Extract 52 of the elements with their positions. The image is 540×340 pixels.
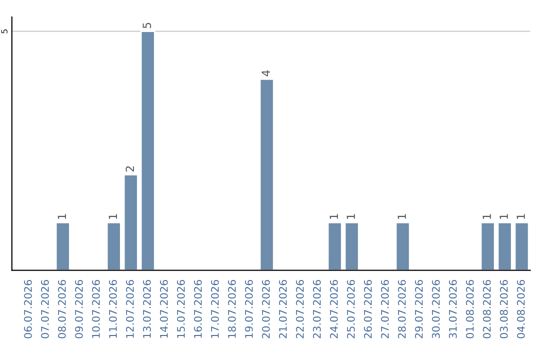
bar — [55, 222, 70, 270]
data-label: 1 — [346, 214, 355, 219]
x-tick-label: 26.07.2026 — [364, 280, 372, 338]
bar — [497, 222, 512, 270]
bar — [123, 174, 138, 270]
data-label: 2 — [126, 166, 134, 172]
data-label: 5 — [142, 22, 152, 28]
x-tick-label: 07.07.2026 — [41, 280, 49, 338]
x-tick-label: 25.07.2026 — [346, 280, 355, 338]
data-label: 1 — [482, 214, 491, 219]
x-tick-label: 29.07.2026 — [414, 280, 423, 338]
x-tick-label: 03.08.2026 — [500, 280, 508, 338]
x-tick-label: 04.08.2026 — [516, 280, 525, 338]
x-tick-label: 16.07.2026 — [194, 280, 202, 338]
data-label: 1 — [330, 214, 338, 219]
x-tick-label: 09.07.2026 — [75, 280, 83, 338]
x-tick-label: 01.08.2026 — [466, 280, 474, 338]
bar — [259, 78, 274, 270]
x-tick-label: 30.07.2026 — [432, 280, 440, 338]
bar — [514, 222, 530, 270]
bar — [327, 222, 342, 270]
data-label: 1 — [108, 214, 117, 219]
x-tick-label: 22.07.2026 — [296, 280, 304, 338]
x-tick-label: 08.07.2026 — [58, 280, 66, 338]
bar — [140, 30, 156, 270]
data-label: 4 — [262, 70, 270, 76]
x-tick-label: 15.07.2026 — [176, 280, 185, 338]
bar — [395, 222, 410, 270]
x-tick-label: 13.07.2026 — [142, 280, 151, 338]
x-tick-label: 18.07.2026 — [228, 280, 236, 338]
x-tick-label: 23.07.2026 — [312, 280, 321, 338]
x-tick-label: 02.08.2026 — [482, 280, 491, 338]
x-tick-label: 14.07.2026 — [160, 280, 168, 338]
data-label: 1 — [516, 214, 525, 219]
data-label: 1 — [398, 214, 406, 219]
x-tick-label: 12.07.2026 — [126, 280, 134, 338]
x-tick-label: 24.07.2026 — [330, 280, 338, 338]
x-tick-label: 20.07.2026 — [262, 280, 270, 338]
x-tick-label: 10.07.2026 — [92, 280, 100, 338]
data-label: 1 — [500, 214, 508, 219]
data-label: 1 — [58, 214, 66, 219]
x-tick-label: 28.07.2026 — [398, 280, 406, 338]
x-tick-label: 27.07.2026 — [380, 280, 389, 338]
x-tick-label: 31.07.2026 — [448, 280, 457, 338]
x-tick-label: 06.07.2026 — [24, 280, 32, 338]
x-tick-label: 17.07.2026 — [210, 280, 219, 338]
x-tick-label: 21.07.2026 — [278, 280, 287, 338]
bar — [344, 222, 360, 270]
x-tick-label: 19.07.2026 — [244, 280, 253, 338]
x-tick-label: 11.07.2026 — [109, 280, 117, 338]
bar — [106, 222, 122, 270]
bar — [480, 222, 496, 270]
